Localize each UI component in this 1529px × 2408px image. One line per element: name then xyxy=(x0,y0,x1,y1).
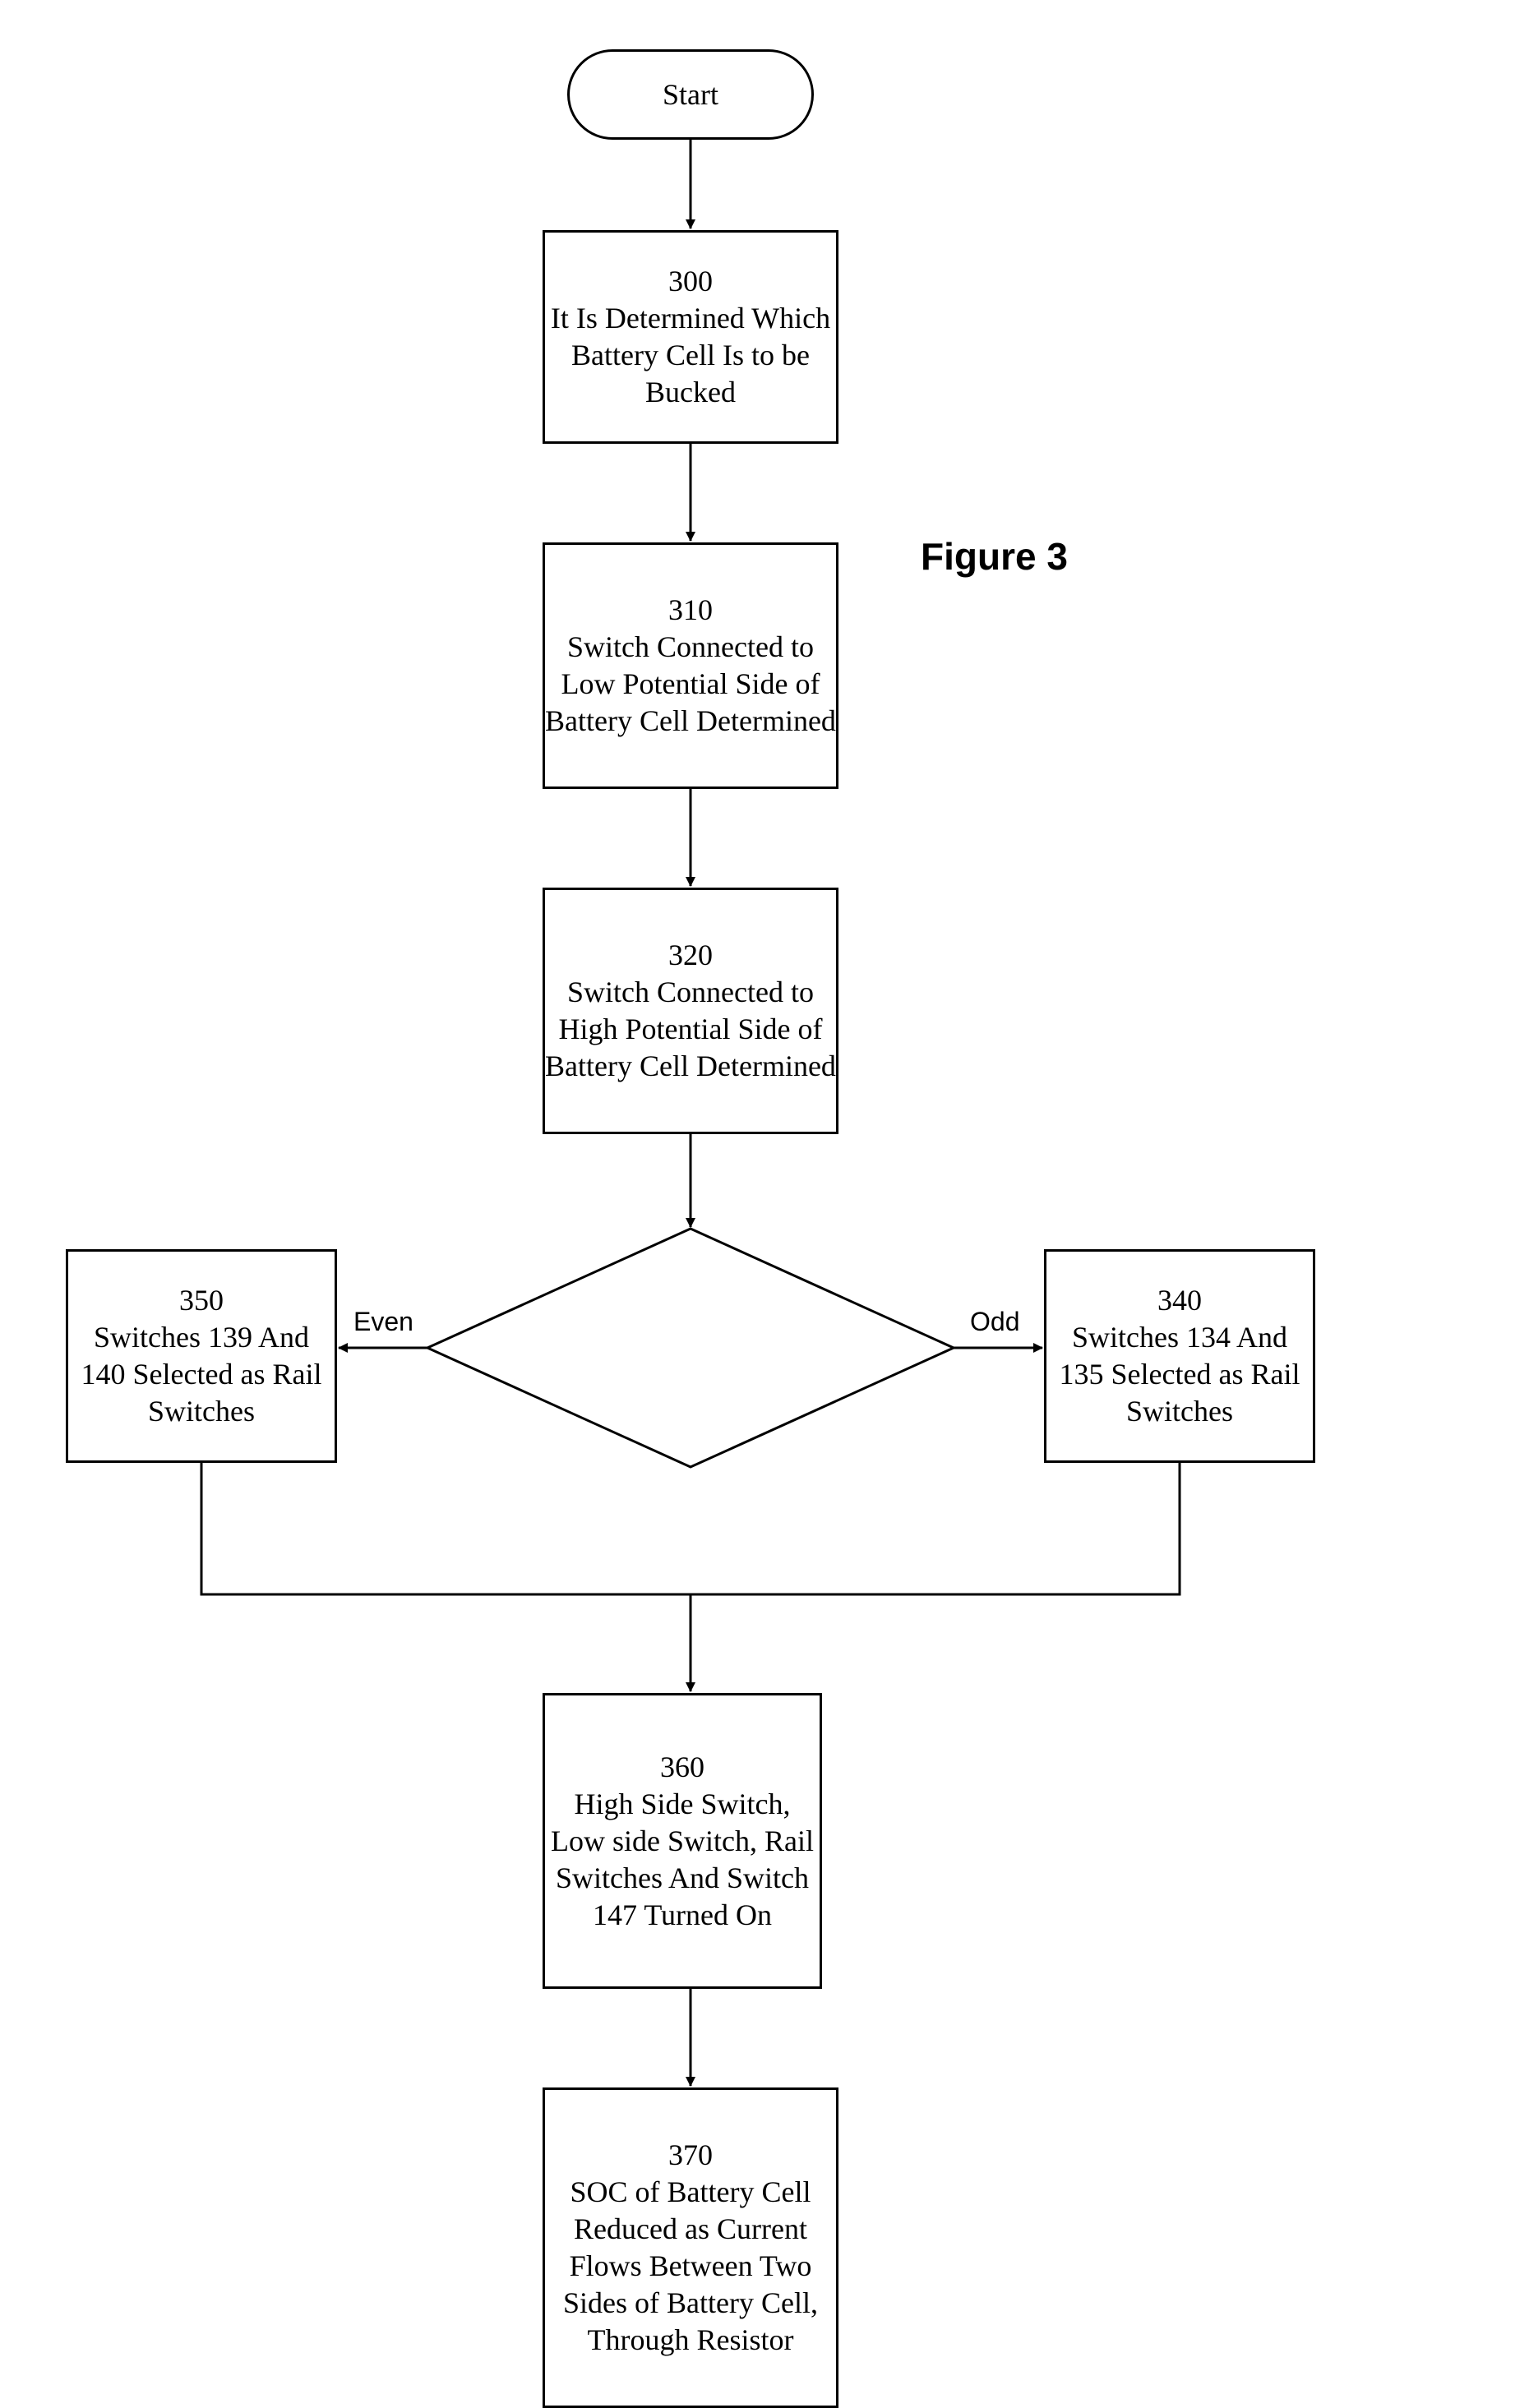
process-300: 300 It Is Determined Which Battery Cell … xyxy=(543,230,838,444)
decision-330: 330 Is Battery Cell Odd or Even Numbered… xyxy=(510,1286,871,1409)
start-label: Start xyxy=(663,76,718,113)
process-360-num: 360 xyxy=(660,1749,704,1786)
process-310-text: Switch Connected to Low Potential Side o… xyxy=(545,629,836,740)
edge-340-merge xyxy=(691,1463,1180,1594)
process-340-num: 340 xyxy=(1157,1282,1202,1319)
process-320-text: Switch Connected to High Potential Side … xyxy=(545,974,836,1085)
decision-330-num: 330 xyxy=(668,1290,713,1329)
edge-350-merge xyxy=(201,1463,691,1594)
process-320: 320 Switch Connected to High Potential S… xyxy=(543,888,838,1134)
process-350-num: 350 xyxy=(179,1282,224,1319)
process-350-text: Switches 139 And 140 Selected as Rail Sw… xyxy=(68,1319,335,1430)
process-300-num: 300 xyxy=(668,263,713,300)
process-310-num: 310 xyxy=(668,592,713,629)
process-370-num: 370 xyxy=(668,2137,713,2174)
flowchart-canvas: Figure 3 Start 300 It Is Determined Whic… xyxy=(0,0,1529,2381)
process-360-text: High Side Switch, Low side Switch, Rail … xyxy=(545,1786,820,1934)
process-370: 370 SOC of Battery Cell Reduced as Curre… xyxy=(543,2087,838,2408)
process-310: 310 Switch Connected to Low Potential Si… xyxy=(543,542,838,789)
process-340: 340 Switches 134 And 135 Selected as Rai… xyxy=(1044,1249,1315,1463)
edge-label-odd: Odd xyxy=(970,1307,1019,1337)
process-370-text: SOC of Battery Cell Reduced as Current F… xyxy=(545,2174,836,2359)
figure-label: Figure 3 xyxy=(921,534,1068,579)
process-340-text: Switches 134 And 135 Selected as Rail Sw… xyxy=(1046,1319,1313,1430)
edge-label-even: Even xyxy=(353,1307,413,1337)
decision-330-text: Is Battery Cell Odd or Even Numbered? xyxy=(510,1329,871,1406)
process-320-num: 320 xyxy=(668,937,713,974)
process-350: 350 Switches 139 And 140 Selected as Rai… xyxy=(66,1249,337,1463)
process-360: 360 High Side Switch, Low side Switch, R… xyxy=(543,1693,822,1989)
process-300-text: It Is Determined Which Battery Cell Is t… xyxy=(545,300,836,411)
start-terminator: Start xyxy=(567,49,814,140)
